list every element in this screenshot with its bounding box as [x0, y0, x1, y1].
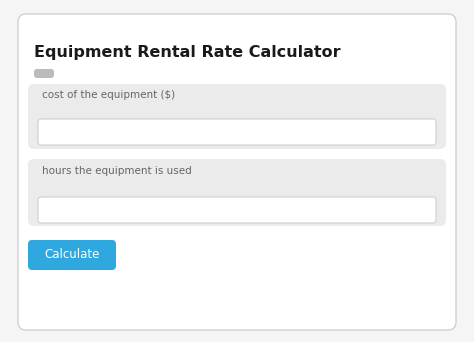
FancyBboxPatch shape — [34, 69, 54, 78]
FancyBboxPatch shape — [38, 119, 436, 145]
FancyBboxPatch shape — [28, 84, 446, 149]
Text: cost of the equipment ($): cost of the equipment ($) — [42, 90, 175, 100]
FancyBboxPatch shape — [28, 240, 116, 270]
Text: hours the equipment is used: hours the equipment is used — [42, 166, 192, 176]
FancyBboxPatch shape — [28, 159, 446, 226]
Text: Equipment Rental Rate Calculator: Equipment Rental Rate Calculator — [34, 45, 341, 60]
FancyBboxPatch shape — [18, 14, 456, 330]
FancyBboxPatch shape — [38, 197, 436, 223]
Text: Calculate: Calculate — [44, 249, 100, 262]
